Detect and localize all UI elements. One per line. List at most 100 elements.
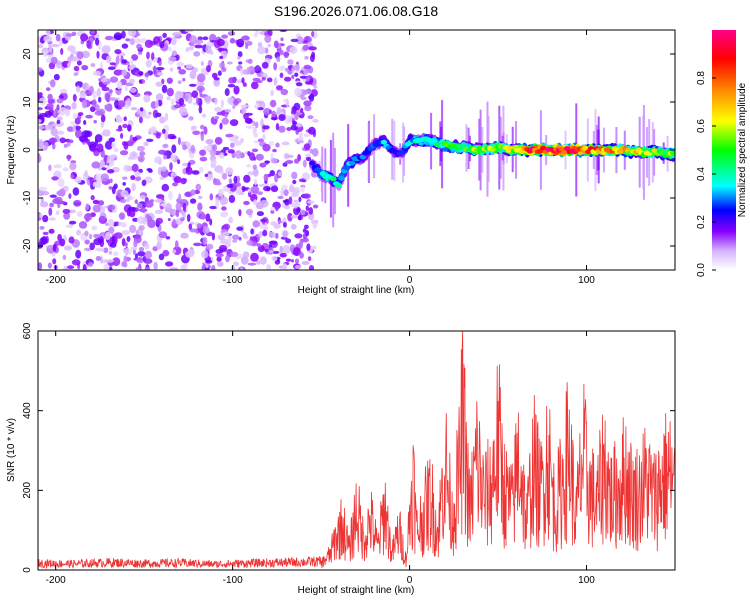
noise-blob xyxy=(296,207,301,213)
x-tick-label: 0 xyxy=(407,575,413,586)
noise-blob xyxy=(312,118,319,123)
noise-blob xyxy=(193,242,202,247)
noise-blob xyxy=(104,105,109,111)
noise-blob xyxy=(177,159,181,165)
noise-blob xyxy=(171,144,177,154)
noise-blob xyxy=(185,64,193,69)
noise-blob xyxy=(100,114,106,123)
noise-blob xyxy=(205,213,211,222)
noise-blob xyxy=(202,36,209,41)
noise-blob xyxy=(215,253,224,258)
noise-blob xyxy=(157,99,163,107)
noise-blob xyxy=(59,137,66,144)
noise-blob xyxy=(292,121,298,126)
noise-blob xyxy=(108,226,115,234)
noise-blob xyxy=(294,233,303,239)
noise-blob xyxy=(92,204,101,213)
noise-blob xyxy=(103,264,110,270)
noise-blob xyxy=(120,150,129,156)
noise-blob xyxy=(109,178,113,184)
noise-blob xyxy=(279,245,284,254)
noise-blob xyxy=(114,49,122,55)
noise-blob xyxy=(83,213,93,221)
noise-blob xyxy=(65,224,73,228)
noise-blob xyxy=(209,150,217,156)
noise-blob xyxy=(158,61,162,66)
noise-blob xyxy=(206,65,211,73)
noise-blob xyxy=(129,209,136,218)
noise-blob xyxy=(224,241,232,248)
noise-blob xyxy=(211,265,216,270)
noise-blob xyxy=(294,87,302,97)
noise-blob xyxy=(286,127,292,131)
noise-blob xyxy=(246,164,251,168)
noise-blob xyxy=(38,125,45,130)
noise-blob xyxy=(241,77,245,84)
x-tick-label: -200 xyxy=(46,575,66,586)
noise-blob xyxy=(247,58,253,64)
noise-blob xyxy=(221,67,227,72)
noise-blob xyxy=(105,155,115,164)
noise-blob xyxy=(157,72,164,76)
signal-cell xyxy=(582,145,589,151)
noise-blob xyxy=(303,193,311,199)
noise-blob xyxy=(77,112,84,116)
noise-blob xyxy=(134,253,139,260)
noise-blob xyxy=(291,259,294,263)
noise-blob xyxy=(226,183,234,188)
noise-blob xyxy=(39,213,43,218)
noise-blob xyxy=(59,238,66,247)
noise-blob xyxy=(188,223,193,230)
signal-cell xyxy=(314,167,321,173)
noise-blob xyxy=(72,125,77,133)
noise-blob xyxy=(203,126,208,135)
noise-blob xyxy=(170,153,176,162)
noise-blob xyxy=(186,213,191,223)
noise-blob xyxy=(107,169,115,174)
noise-blob xyxy=(287,212,293,222)
noise-blob xyxy=(311,30,315,38)
noise-blob xyxy=(283,98,288,104)
noise-blob xyxy=(192,130,201,136)
noise-blob xyxy=(106,166,111,170)
noise-blob xyxy=(120,190,129,198)
noise-blob xyxy=(141,216,148,225)
noise-blob xyxy=(45,57,52,64)
noise-blob xyxy=(261,61,269,69)
noise-blob xyxy=(73,199,82,207)
noise-blob xyxy=(228,216,234,224)
noise-blob xyxy=(38,153,41,163)
noise-blob xyxy=(123,141,129,150)
noise-blob xyxy=(264,34,272,43)
noise-blob xyxy=(253,199,258,206)
noise-blob xyxy=(90,30,95,35)
noise-blob xyxy=(160,205,164,210)
noise-blob xyxy=(53,164,62,169)
noise-blob xyxy=(121,43,129,49)
noise-blob xyxy=(266,187,271,192)
noise-blob xyxy=(104,140,113,150)
noise-blob xyxy=(180,264,186,270)
noise-blob xyxy=(124,85,128,92)
noise-blob xyxy=(273,77,278,86)
noise-blob xyxy=(72,187,80,196)
noise-blob xyxy=(70,174,75,180)
noise-blob xyxy=(53,110,57,117)
noise-blob xyxy=(115,128,123,132)
noise-blob xyxy=(85,203,90,211)
noise-blob xyxy=(113,148,119,152)
noise-blob xyxy=(214,116,220,120)
signal-cell xyxy=(343,165,350,171)
noise-blob xyxy=(240,68,244,76)
noise-blob xyxy=(165,261,174,267)
noise-blob xyxy=(48,228,55,234)
noise-blob xyxy=(199,149,207,156)
noise-blob xyxy=(134,171,141,176)
noise-blob xyxy=(292,179,297,185)
noise-blob xyxy=(255,64,260,71)
noise-blob xyxy=(80,33,89,42)
noise-blob xyxy=(133,240,138,248)
noise-blob xyxy=(108,97,118,101)
noise-blob xyxy=(256,211,264,217)
noise-blob xyxy=(153,261,158,270)
